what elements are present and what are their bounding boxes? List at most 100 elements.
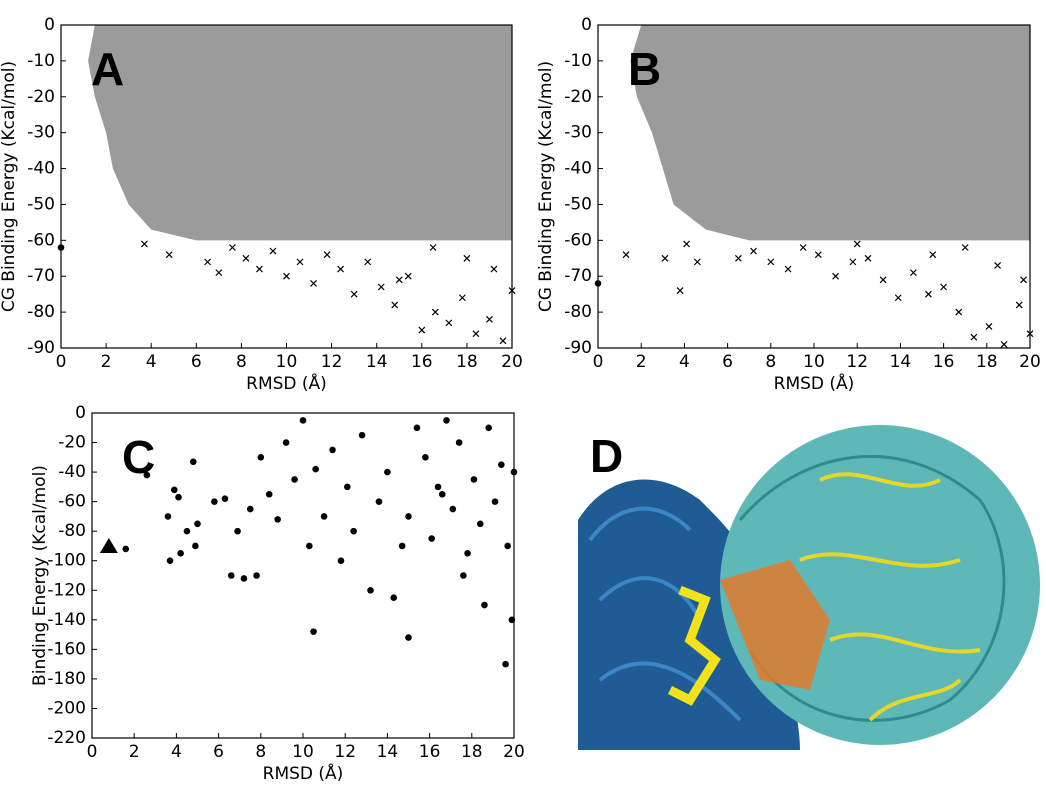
y-tick-label: -50 bbox=[564, 194, 592, 214]
point bbox=[970, 333, 978, 341]
y-tick-label: -30 bbox=[564, 123, 592, 143]
y-tick-label: -80 bbox=[58, 521, 86, 541]
point bbox=[1000, 340, 1008, 348]
x-tick-label: 8 bbox=[236, 352, 247, 372]
point bbox=[491, 498, 499, 505]
point bbox=[502, 660, 509, 668]
point bbox=[398, 542, 406, 550]
x-tick-label: 0 bbox=[87, 742, 98, 762]
point bbox=[170, 486, 178, 494]
point bbox=[141, 240, 148, 248]
point bbox=[165, 251, 173, 259]
point bbox=[622, 251, 630, 259]
point bbox=[390, 594, 398, 601]
point bbox=[122, 545, 130, 553]
x-tick-label: 12 bbox=[321, 352, 343, 372]
x-tick-label: 14 bbox=[366, 352, 388, 372]
x-tick-label: 0 bbox=[56, 352, 67, 372]
point bbox=[377, 283, 385, 291]
protein-b-strands bbox=[738, 454, 1006, 722]
x-tick-label: 10 bbox=[292, 742, 314, 762]
point bbox=[242, 254, 250, 262]
point bbox=[391, 301, 399, 309]
x-tick-label: 20 bbox=[1019, 352, 1041, 372]
point bbox=[269, 247, 277, 255]
point bbox=[894, 294, 902, 302]
x-tick-label: 2 bbox=[636, 352, 647, 372]
y-tick-label: -200 bbox=[47, 698, 86, 718]
point bbox=[460, 572, 467, 579]
x-tick-label: 18 bbox=[461, 742, 483, 762]
x-tick-label: 4 bbox=[146, 352, 157, 372]
point bbox=[750, 247, 757, 255]
y-tick-label: -180 bbox=[47, 669, 86, 689]
x-tick-label: 6 bbox=[213, 742, 224, 762]
point bbox=[246, 505, 254, 513]
y-tick-label: 0 bbox=[44, 15, 55, 35]
point bbox=[189, 458, 197, 466]
point bbox=[683, 240, 690, 248]
x-tick-label: 20 bbox=[503, 742, 525, 762]
point bbox=[384, 468, 391, 476]
y-tick-label: -20 bbox=[58, 433, 86, 453]
plot-frame bbox=[91, 412, 515, 739]
point bbox=[310, 628, 317, 635]
point bbox=[504, 542, 511, 550]
y-tick-label: -20 bbox=[27, 87, 55, 107]
y-tick-label: 0 bbox=[581, 15, 592, 35]
point bbox=[337, 265, 345, 273]
point bbox=[375, 498, 383, 505]
point bbox=[449, 505, 457, 513]
point bbox=[853, 240, 861, 248]
y-tick-label: -60 bbox=[27, 230, 55, 250]
point bbox=[849, 258, 857, 266]
point-cloud bbox=[88, 25, 512, 241]
point bbox=[693, 258, 701, 266]
point bbox=[194, 520, 201, 528]
point bbox=[864, 254, 872, 262]
point bbox=[1020, 276, 1027, 284]
x-tick-label: 10 bbox=[276, 352, 298, 372]
point bbox=[498, 461, 505, 469]
point bbox=[367, 586, 374, 594]
point bbox=[814, 251, 822, 259]
point bbox=[404, 272, 412, 280]
point bbox=[344, 483, 351, 491]
point bbox=[443, 417, 450, 424]
point bbox=[458, 294, 466, 302]
point bbox=[306, 542, 313, 550]
x-axis-label: RMSD (Å) bbox=[263, 762, 344, 784]
panel-d-image bbox=[578, 408, 1040, 750]
point bbox=[296, 258, 304, 266]
x-tick-label: 6 bbox=[722, 352, 733, 372]
point bbox=[312, 465, 319, 473]
point bbox=[192, 542, 199, 550]
point bbox=[994, 262, 1002, 269]
y-tick-label: -20 bbox=[564, 87, 592, 107]
x-tick-label: 12 bbox=[846, 352, 868, 372]
point bbox=[358, 431, 366, 439]
x-tick-label: 4 bbox=[679, 352, 690, 372]
point bbox=[204, 258, 211, 266]
x-axis-label: RMSD (Å) bbox=[246, 372, 327, 394]
point bbox=[227, 572, 235, 579]
point bbox=[470, 476, 478, 483]
x-tick-label: 18 bbox=[976, 352, 998, 372]
point bbox=[234, 527, 241, 535]
point bbox=[464, 550, 471, 557]
y-tick-label: -10 bbox=[27, 51, 55, 71]
protein-a bbox=[578, 479, 800, 750]
x-tick-label: 0 bbox=[593, 352, 604, 372]
point bbox=[734, 254, 742, 262]
point bbox=[961, 244, 969, 251]
point bbox=[879, 276, 887, 284]
point bbox=[253, 572, 260, 579]
point bbox=[283, 272, 290, 280]
point bbox=[909, 269, 917, 277]
protein-b-helix bbox=[799, 472, 981, 722]
y-tick-label: -30 bbox=[27, 123, 55, 143]
x-tick-label: 16 bbox=[419, 742, 441, 762]
y-tick-label: -80 bbox=[27, 302, 55, 322]
